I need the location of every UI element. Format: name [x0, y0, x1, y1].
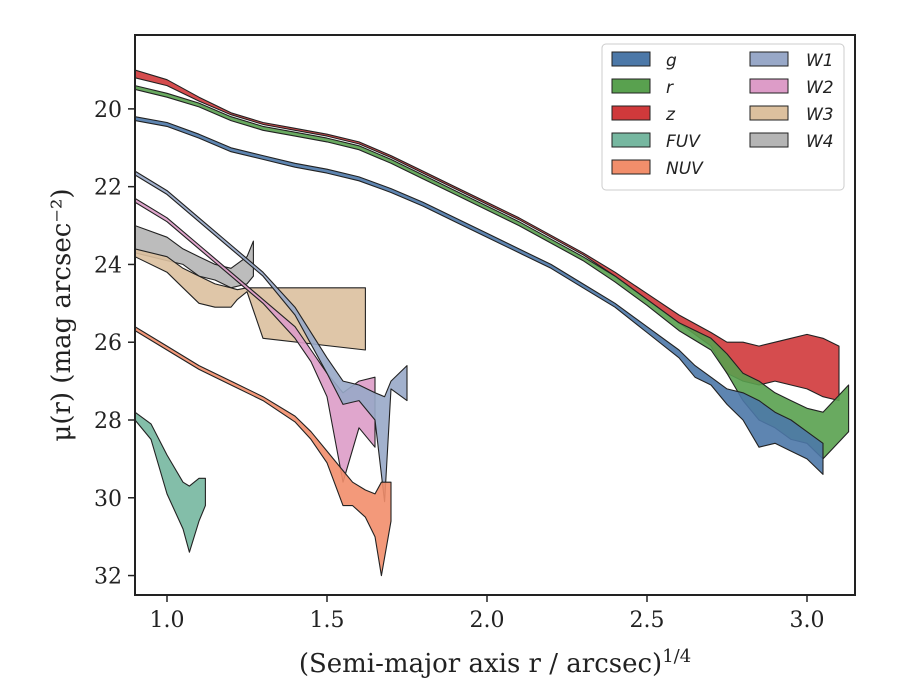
legend-label-z: z: [665, 105, 676, 125]
legend-swatch-w4: [749, 132, 789, 148]
y-tick-label: 32: [94, 565, 122, 590]
legend-swatch-z: [611, 105, 651, 121]
y-tick-label: 30: [94, 487, 122, 512]
legend-swatch-r: [611, 78, 651, 94]
x-axis-title: (Semi-major axis r / arcsec)1/4: [299, 646, 691, 679]
x-tick-label: 1.0: [150, 608, 185, 633]
x-tick-label: 2.5: [630, 608, 665, 633]
legend-label-fuv: FUV: [666, 132, 701, 152]
legend-label-w2: W2: [806, 78, 834, 98]
y-axis-ticks: 20 22 24 26 28 30 32: [94, 98, 135, 590]
band-fuv: [135, 411, 206, 553]
legend-swatch-fuv: [611, 132, 651, 148]
y-tick-label: 20: [94, 98, 122, 123]
profile-bands: [135, 69, 850, 577]
legend-label-r: r: [666, 78, 674, 98]
legend-label-g: g: [666, 51, 677, 71]
x-tick-label: 2.0: [470, 608, 505, 633]
y-tick-label: 26: [94, 331, 122, 356]
plot-frame: [134, 34, 856, 596]
legend-label-w1: W1: [806, 51, 834, 71]
band-w3: [135, 248, 366, 351]
y-tick-label: 28: [94, 409, 122, 434]
legend-swatch-w3: [749, 105, 789, 121]
legend-label-w4: W4: [806, 132, 834, 152]
y-axis-title: μ(r) (mag arcsec⁻²): [47, 188, 77, 441]
legend-swatch-g: [611, 51, 651, 67]
band-w4: [135, 225, 254, 289]
legend-swatch-w1: [749, 51, 789, 67]
legend: grz FUV NUV W1 W2 W3 W4: [601, 43, 845, 191]
legend-swatch-nuv: [611, 159, 651, 175]
legend-label-nuv: NUV: [666, 159, 704, 179]
x-tick-label: 1.5: [310, 608, 345, 633]
band-g: [135, 116, 824, 475]
y-tick-label: 24: [94, 253, 122, 278]
x-tick-label: 3.0: [790, 608, 825, 633]
x-axis-ticks: 1.0 1.5 2.0 2.5 3.0: [150, 595, 825, 633]
legend-label-w3: W3: [806, 105, 834, 125]
band-nuv: [135, 326, 392, 577]
band-w1: [135, 170, 408, 503]
y-tick-label: 22: [94, 176, 122, 201]
band-w2: [135, 197, 376, 483]
legend-swatch-w2: [749, 78, 789, 94]
